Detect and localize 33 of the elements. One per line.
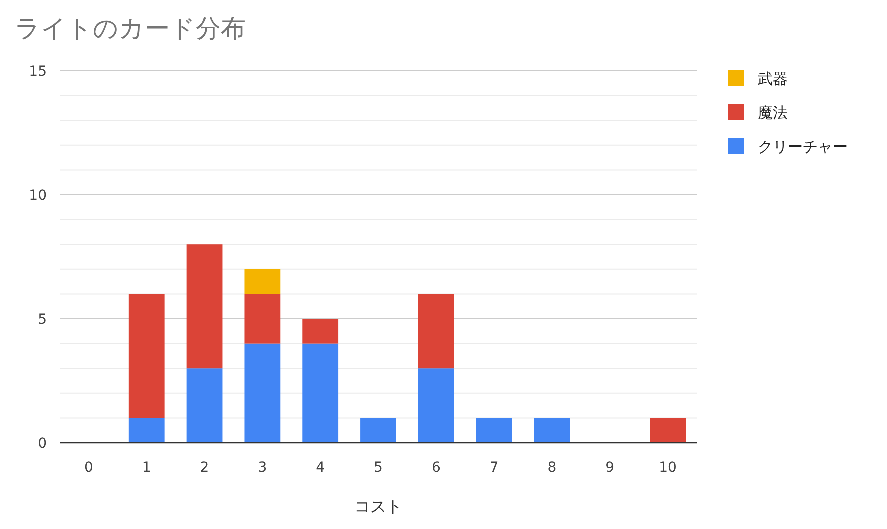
- bar: [476, 418, 512, 443]
- y-tick-label: 0: [38, 436, 47, 452]
- bar: [534, 418, 570, 443]
- x-tick-label: 8: [548, 460, 557, 476]
- chart-title: ライトのカード分布: [15, 14, 246, 43]
- bar: [186, 244, 223, 369]
- bar: [128, 418, 165, 443]
- legend-label: クリーチャー: [758, 138, 848, 156]
- x-tick-label: 3: [258, 460, 268, 476]
- x-tick-label: 9: [606, 460, 615, 476]
- bar: [302, 344, 339, 443]
- x-tick-label: 10: [659, 460, 677, 476]
- x-tick-label: 0: [84, 460, 94, 476]
- x-tick-label: 7: [490, 460, 499, 476]
- y-tick-label: 15: [29, 64, 47, 80]
- legend-label: 武器: [758, 70, 788, 88]
- bar: [244, 344, 281, 443]
- legend-label: 魔法: [758, 104, 788, 122]
- x-tick-label: 5: [374, 460, 383, 476]
- bar: [418, 294, 454, 369]
- x-tick-label: 6: [432, 460, 441, 476]
- bar: [418, 368, 454, 443]
- x-tick-label: 4: [316, 460, 326, 476]
- bar: [360, 418, 396, 443]
- x-axis-title: コスト: [354, 497, 402, 516]
- bar: [302, 319, 339, 344]
- x-tick-label: 2: [200, 460, 210, 476]
- bar: [186, 368, 223, 443]
- x-tick-label: 1: [142, 460, 152, 476]
- bar: [650, 418, 686, 443]
- y-tick-label: 5: [38, 312, 47, 328]
- bar: [128, 294, 165, 418]
- y-tick-label: 10: [29, 188, 47, 204]
